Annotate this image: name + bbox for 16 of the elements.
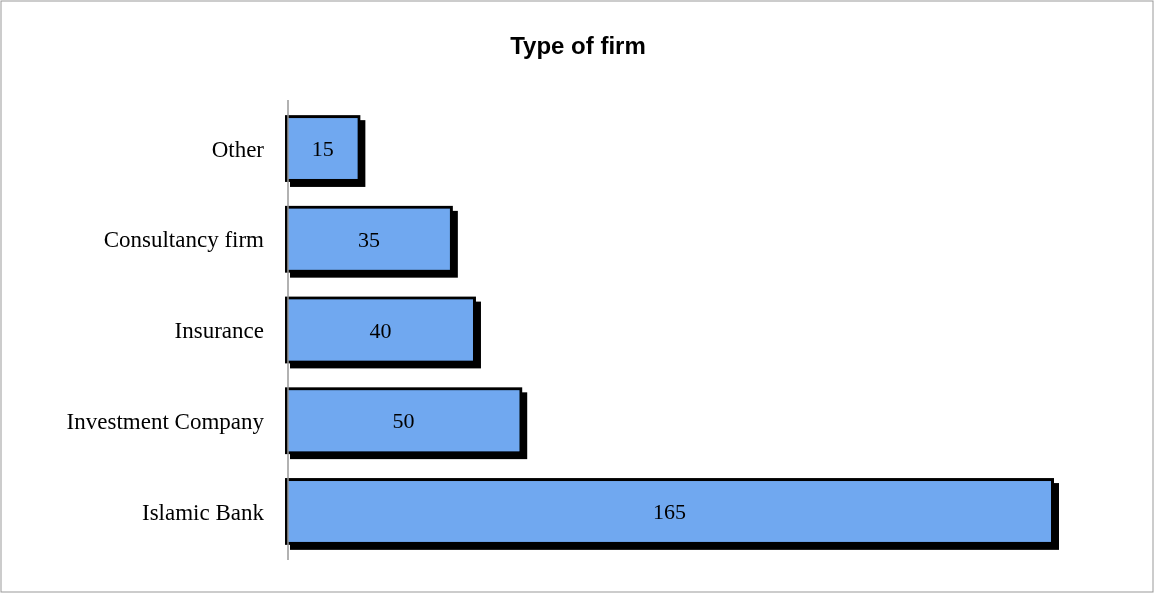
y-tick-label: Consultancy firm: [103, 227, 265, 253]
data-label: 15: [311, 136, 334, 162]
data-label: 40: [369, 317, 392, 343]
y-tick-label: Insurance: [174, 318, 264, 344]
y-tick-label: Other: [211, 136, 265, 162]
chart-title: Type of firm: [510, 32, 646, 59]
bar: [288, 481, 1051, 542]
bar: [288, 208, 450, 270]
y-tick-label: Investment Company: [66, 408, 265, 434]
bar: [288, 118, 358, 179]
bar: [288, 299, 473, 361]
bar: [288, 390, 520, 452]
data-label: 50: [392, 408, 415, 434]
y-tick-label: Islamic Bank: [142, 499, 265, 525]
data-label: 165: [653, 499, 686, 525]
data-label: 35: [357, 226, 380, 252]
